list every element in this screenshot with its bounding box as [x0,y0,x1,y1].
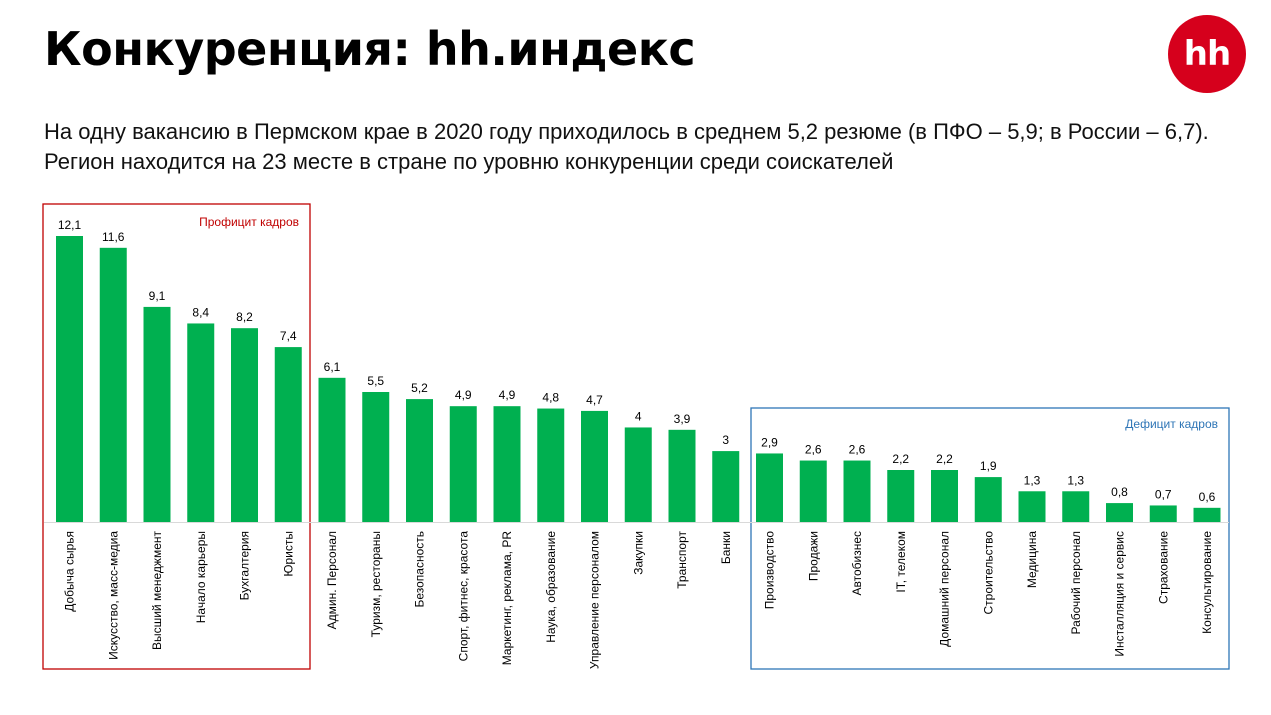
page-title: Конкуренция: hh.индекс [44,22,696,76]
category-label: Банки [719,531,733,564]
bar [187,323,215,522]
category-label: Искусство, масс-медиа [106,531,120,660]
bar [624,427,652,522]
data-label: 2,6 [805,443,822,457]
category-label: Строительство [981,531,995,615]
data-label: 11,6 [102,230,125,244]
category-label: Автобизнес [850,531,864,596]
category-label: Добыча сырья [63,531,77,612]
category-label: Закупки [631,531,645,575]
bar [1018,491,1046,522]
subtitle: На одну вакансию в Пермском крае в 2020 … [44,117,1209,177]
bar [887,470,915,522]
data-label: 4,8 [542,391,559,405]
category-label: Безопасность [413,531,427,608]
data-label: 4,7 [586,393,603,407]
category-label: Транспорт [675,531,689,589]
bar [843,460,871,522]
category-label: IT, телеком [894,531,908,593]
group-box [750,407,1230,670]
data-label: 6,1 [324,360,341,374]
category-label: Туризм, рестораны [369,531,383,637]
bar [406,399,433,522]
group-label: Профицит кадров [199,215,299,229]
bar [931,470,958,522]
bar [537,408,565,522]
bar [318,377,346,522]
category-label: Спорт, фитнес, красота [456,531,470,662]
category-label: Начало карьеры [194,531,208,623]
category-label: Бухгалтерия [238,531,252,600]
data-label: 2,2 [936,452,953,466]
bar [362,392,390,522]
category-label: Юристы [281,531,295,577]
bar [1106,503,1133,522]
category-label: Маркетинг, реклама, PR [500,531,514,666]
data-label: 2,6 [849,443,866,457]
hh-logo: hh [1168,15,1246,93]
bar [581,410,608,522]
group-label: Дефицит кадров [1125,417,1218,431]
data-label: 12,1 [58,218,82,232]
data-label: 8,4 [192,305,209,319]
data-label: 5,2 [411,381,428,395]
category-label: Админ. Персонал [325,531,339,629]
data-label: 1,3 [1067,473,1084,487]
data-label: 5,5 [367,374,384,388]
category-label: Наука, образование [544,531,558,643]
data-label: 4 [635,409,642,423]
data-label: 4,9 [455,388,472,402]
bar [1193,507,1221,522]
bar [143,306,171,522]
bar [668,429,696,522]
data-label: 1,9 [980,459,997,473]
logo-text: hh [1183,34,1231,74]
bar [231,328,258,522]
data-label: 8,2 [236,310,253,324]
bar [1149,505,1177,522]
category-label: Консультирование [1200,531,1214,634]
bar [974,477,1002,522]
bar [1062,491,1090,522]
category-label: Рабочий персонал [1069,531,1083,635]
bar [274,347,302,522]
bar [493,406,521,522]
category-label: Домашний персонал [938,531,952,647]
data-label: 0,8 [1111,485,1128,499]
bar [99,247,127,522]
bar [799,460,827,522]
category-label: Производство [763,531,777,610]
category-label: Медицина [1025,531,1039,588]
bar [756,453,783,522]
group-box [42,203,311,670]
data-label: 4,9 [499,388,516,402]
category-label: Управление персоналом [588,531,602,669]
subtitle-line-1: На одну вакансию в Пермском крае в 2020 … [44,119,1209,144]
category-label: Высший менеджмент [150,531,164,651]
category-label: Страхование [1156,531,1170,604]
data-label: 2,2 [892,452,909,466]
subtitle-line-2: Регион находится на 23 месте в стране по… [44,149,894,174]
data-label: 2,9 [761,435,778,449]
data-label: 3 [722,433,729,447]
data-label: 1,3 [1024,473,1041,487]
category-label: Инсталляция и сервис [1113,531,1127,657]
bar [712,451,740,522]
bar [56,236,83,522]
data-label: 0,6 [1199,490,1216,504]
data-label: 9,1 [149,289,166,303]
bar [449,406,477,522]
data-label: 0,7 [1155,487,1172,501]
data-label: 3,9 [674,412,691,426]
data-label: 7,4 [280,329,297,343]
category-label: Продажи [806,531,820,581]
